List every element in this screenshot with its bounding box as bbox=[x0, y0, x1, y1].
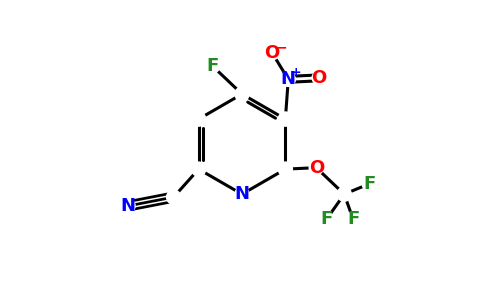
Circle shape bbox=[235, 87, 249, 101]
Text: −: − bbox=[275, 40, 287, 54]
Circle shape bbox=[206, 59, 220, 73]
Text: N: N bbox=[121, 197, 136, 215]
Text: F: F bbox=[363, 175, 376, 193]
Circle shape bbox=[362, 177, 377, 191]
Text: +: + bbox=[290, 66, 301, 80]
Text: O: O bbox=[309, 159, 324, 177]
Circle shape bbox=[265, 46, 279, 60]
Circle shape bbox=[121, 199, 135, 213]
Circle shape bbox=[346, 212, 360, 226]
Circle shape bbox=[337, 187, 351, 201]
Circle shape bbox=[312, 71, 326, 85]
Circle shape bbox=[278, 162, 292, 176]
Text: O: O bbox=[312, 69, 327, 87]
Text: F: F bbox=[320, 210, 333, 228]
Circle shape bbox=[192, 112, 206, 126]
Circle shape bbox=[192, 162, 206, 176]
Circle shape bbox=[166, 190, 181, 204]
Circle shape bbox=[235, 187, 249, 201]
Text: O: O bbox=[264, 44, 280, 62]
Text: F: F bbox=[207, 57, 219, 75]
Text: F: F bbox=[347, 210, 359, 228]
Circle shape bbox=[319, 212, 333, 226]
Text: N: N bbox=[281, 70, 296, 88]
Circle shape bbox=[309, 160, 323, 175]
Circle shape bbox=[281, 72, 295, 86]
Text: N: N bbox=[235, 185, 249, 203]
Circle shape bbox=[278, 112, 292, 126]
